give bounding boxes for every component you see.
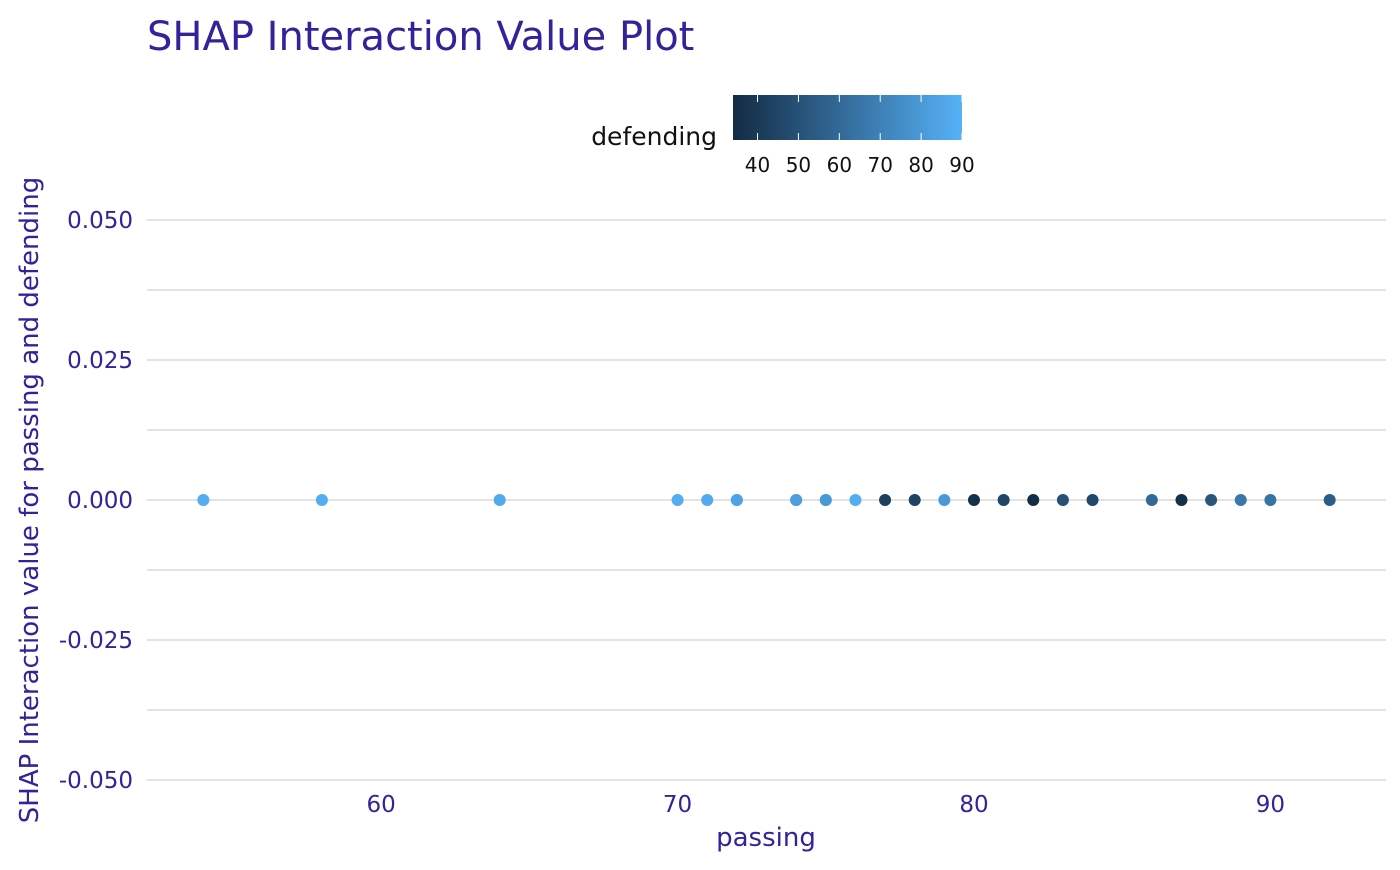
data-point (1324, 494, 1336, 506)
data-point (316, 494, 328, 506)
chart-title: SHAP Interaction Value Plot (147, 14, 694, 60)
data-point (998, 494, 1010, 506)
legend-tick-label: 70 (867, 153, 892, 177)
data-point (820, 494, 832, 506)
data-point (849, 494, 861, 506)
x-axis-title: passing (716, 823, 816, 853)
x-tick-label: 90 (1256, 792, 1285, 818)
legend-tick-label: 50 (786, 153, 811, 177)
x-tick-label: 60 (367, 792, 396, 818)
y-axis-title: SHAP Interaction value for passing and d… (15, 177, 45, 823)
data-point (879, 494, 891, 506)
data-point (494, 494, 506, 506)
data-point (1057, 494, 1069, 506)
legend-tick-label: 90 (949, 153, 974, 177)
y-tick-label: 0.000 (67, 488, 133, 514)
data-point (701, 494, 713, 506)
data-point (731, 494, 743, 506)
legend-tick-label: 60 (827, 153, 852, 177)
data-point (1087, 494, 1099, 506)
grid-layer (147, 220, 1386, 780)
x-axis-ticks: 60 70 80 90 (367, 792, 1286, 818)
legend-tick-label: 40 (745, 153, 770, 177)
legend-colorbar (733, 95, 962, 140)
data-point (1146, 494, 1158, 506)
y-tick-label: -0.050 (59, 768, 133, 794)
y-tick-label: 0.050 (67, 208, 133, 234)
x-tick-label: 70 (663, 792, 692, 818)
y-tick-label: -0.025 (59, 628, 133, 654)
x-tick-label: 80 (959, 792, 988, 818)
data-point (1235, 494, 1247, 506)
legend: defending 40 50 60 70 80 90 (591, 95, 975, 177)
legend-tick-label: 80 (908, 153, 933, 177)
data-point (790, 494, 802, 506)
y-axis-ticks: 0.050 0.025 0.000 -0.025 -0.050 (59, 208, 133, 794)
data-point (197, 494, 209, 506)
data-point (1205, 494, 1217, 506)
data-point (1264, 494, 1276, 506)
y-tick-label: 0.025 (67, 348, 133, 374)
data-point (1027, 494, 1039, 506)
legend-title: defending (591, 122, 717, 151)
data-point (909, 494, 921, 506)
data-point (968, 494, 980, 506)
data-point (672, 494, 684, 506)
data-point (938, 494, 950, 506)
data-point (1175, 494, 1187, 506)
